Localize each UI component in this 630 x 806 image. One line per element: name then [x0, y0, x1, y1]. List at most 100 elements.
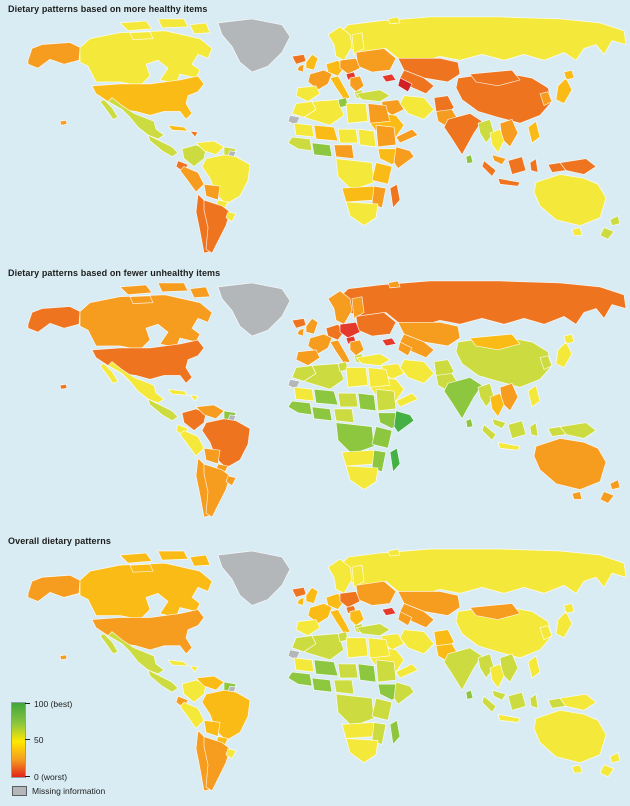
region-finland — [351, 564, 365, 588]
region-arctic2 — [157, 282, 189, 293]
region-france — [307, 603, 333, 624]
region-libya — [345, 367, 369, 388]
region-central_america — [147, 669, 179, 693]
region-arctic3 — [189, 554, 211, 567]
region-greenland — [217, 282, 291, 337]
region-madagascar — [389, 183, 401, 209]
region-france — [307, 333, 333, 355]
region-turkey — [355, 623, 391, 637]
region-mauritania — [293, 657, 315, 673]
region-central_africa — [335, 158, 375, 191]
region-arctic4 — [129, 31, 154, 40]
map-title-more-healthy: Dietary patterns based on more healthy i… — [8, 4, 208, 14]
region-argentina — [203, 199, 231, 254]
region-chad — [357, 663, 377, 683]
region-thailand — [489, 128, 505, 154]
region-peru — [179, 166, 205, 193]
world-map-fewer-unhealthy — [27, 280, 627, 518]
region-arctic4 — [129, 563, 154, 573]
region-china — [455, 335, 553, 388]
map-title-fewer-unhealthy: Dietary patterns based on fewer unhealth… — [8, 268, 221, 278]
region-peru — [179, 430, 205, 457]
region-italy — [329, 339, 351, 364]
region-mali — [313, 124, 339, 142]
region-nigeria — [333, 679, 355, 695]
region-west_africa — [287, 400, 313, 416]
region-png — [559, 158, 597, 175]
region-uk — [305, 586, 319, 604]
region-yemen_oman — [395, 392, 419, 408]
region-iberia — [295, 85, 321, 102]
region-libya — [345, 103, 369, 124]
region-venezuela — [195, 675, 225, 691]
region-arctic1 — [119, 284, 153, 296]
region-borneo — [507, 420, 527, 439]
region-sudan — [375, 659, 397, 683]
region-mozambique — [371, 185, 387, 209]
region-java — [497, 441, 521, 451]
region-canada — [79, 562, 213, 620]
region-alaska — [27, 306, 81, 333]
region-iran — [399, 359, 435, 384]
region-sudan — [375, 388, 397, 412]
region-japan — [555, 603, 575, 639]
region-turkey — [355, 89, 391, 102]
region-nz_south — [599, 764, 615, 778]
tick-50 — [25, 739, 30, 740]
region-niger — [337, 128, 359, 144]
region-chad — [357, 392, 377, 412]
region-colombia — [181, 679, 207, 703]
region-iberia — [295, 349, 321, 366]
region-ghana_ivory — [311, 142, 333, 158]
region-angola_zambia — [341, 449, 377, 467]
region-colombia — [181, 144, 207, 167]
region-bolivia — [203, 720, 221, 737]
region-philippines — [527, 384, 541, 408]
region-malaysia — [491, 154, 507, 165]
region-arctic3 — [189, 22, 211, 35]
region-egypt — [367, 637, 391, 659]
region-greenland — [217, 18, 291, 73]
region-venezuela — [195, 140, 225, 156]
region-mali — [313, 388, 339, 406]
region-svalbard — [387, 16, 401, 25]
region-brazil — [201, 418, 251, 469]
region-png — [559, 422, 597, 439]
region-madagascar — [389, 447, 401, 473]
region-germany — [325, 323, 345, 341]
world-map-more-healthy — [27, 16, 627, 254]
legend-label-mid: 50 — [34, 735, 44, 745]
region-canada — [79, 294, 213, 351]
region-france — [307, 69, 333, 91]
region-australia — [533, 709, 607, 764]
region-central_america — [147, 398, 179, 422]
score-gradient-bar — [11, 702, 26, 778]
region-niger — [337, 392, 359, 408]
region-sri_lanka — [465, 689, 474, 700]
region-central_europe — [339, 590, 361, 608]
region-east_africa — [371, 162, 393, 185]
region-arctic1 — [119, 20, 153, 32]
region-finland — [351, 296, 365, 319]
region-yemen_oman — [395, 663, 419, 679]
region-alaska — [27, 574, 81, 602]
region-caucasus — [381, 607, 397, 616]
region-ghana_ivory — [311, 406, 333, 422]
legend-label-best: 100 (best) — [34, 699, 73, 709]
region-uruguay — [225, 748, 237, 760]
region-png — [559, 693, 597, 711]
region-hispaniola — [189, 394, 199, 402]
region-tasmania — [571, 227, 583, 236]
missing-information-key: Missing information — [12, 786, 105, 796]
region-cuba — [167, 388, 189, 396]
region-hawaii — [59, 383, 68, 390]
region-bolivia — [203, 183, 221, 201]
region-philippines — [527, 655, 541, 679]
region-peru — [179, 701, 205, 729]
region-italy — [329, 609, 351, 635]
region-mauritania — [293, 386, 315, 402]
region-uruguay — [225, 211, 237, 222]
region-svalbard — [387, 280, 401, 289]
region-cuba — [167, 659, 189, 667]
region-nz_south — [599, 227, 615, 240]
